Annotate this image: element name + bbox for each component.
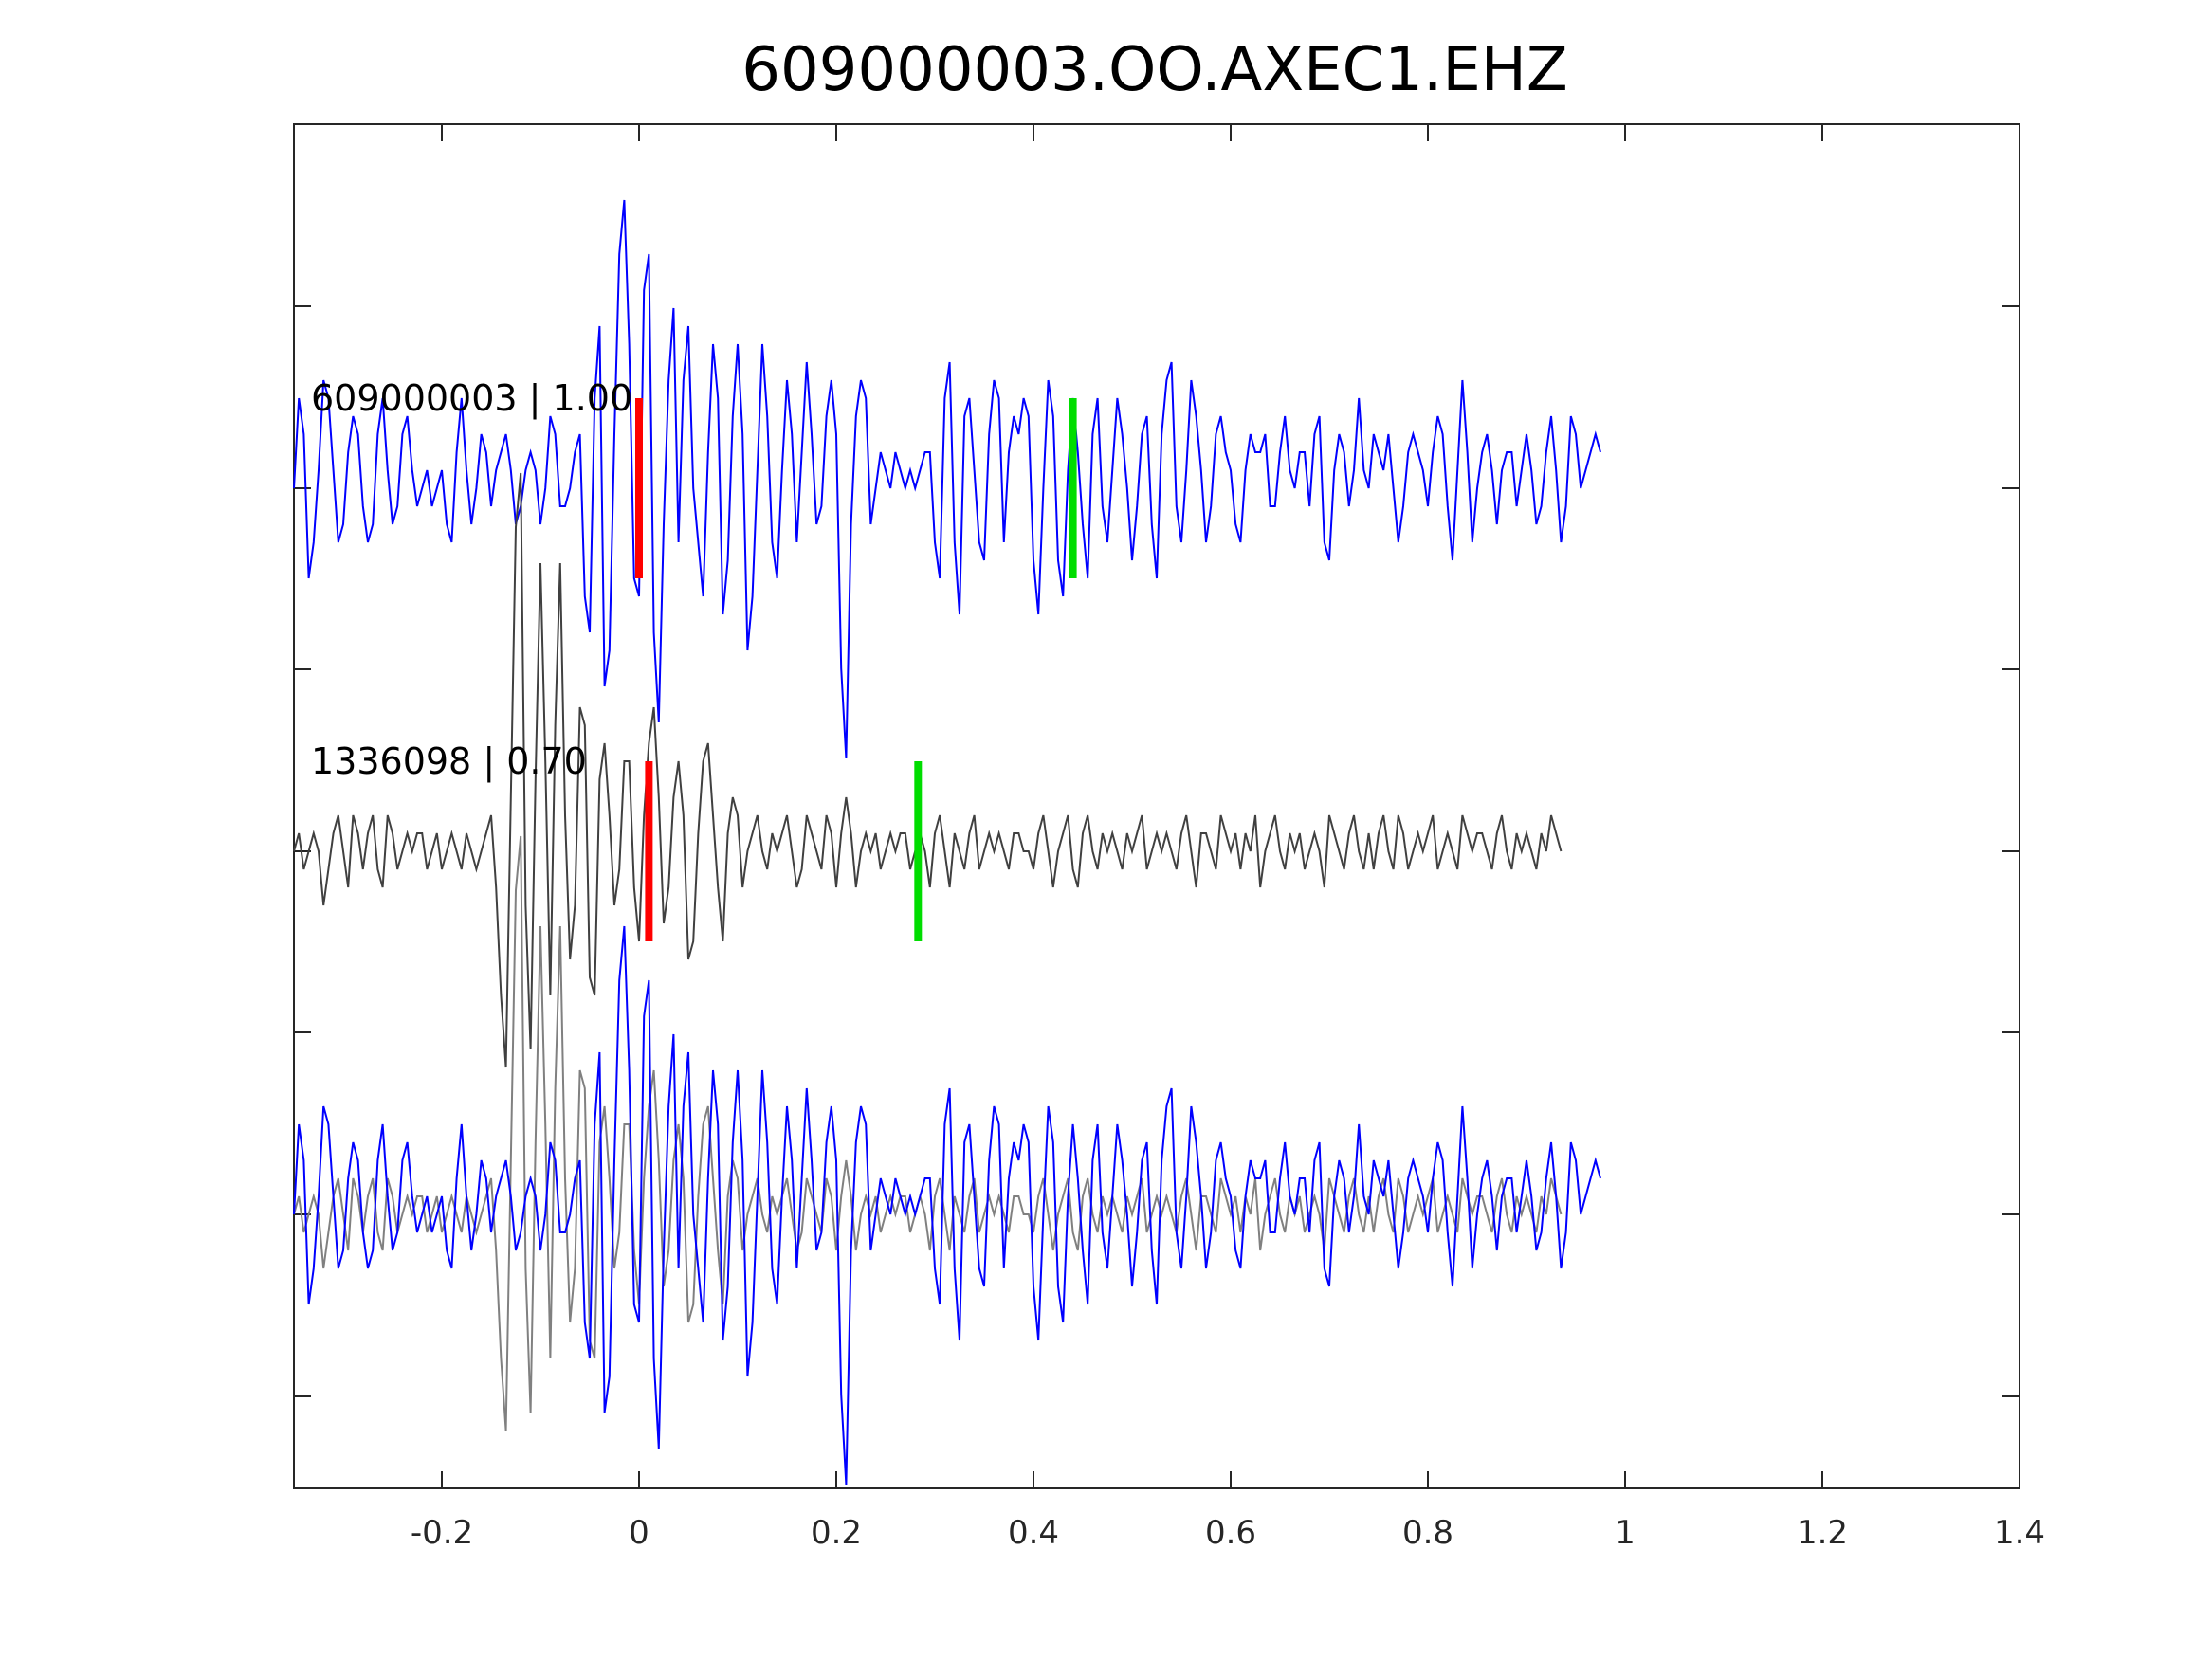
x-tick-label: 1.2: [1797, 1514, 1848, 1552]
x-tick-label: 0.2: [811, 1514, 862, 1552]
traces-group: [293, 199, 1601, 1486]
trace-label-template: 1336098 | 0.70: [311, 740, 587, 783]
x-ticks: -0.2 0 0.2 0.4 0.6 0.8 1 1.2 1.4: [411, 124, 2045, 1552]
trace-label-master: 609000003 | 1.00: [311, 377, 632, 420]
x-tick-label: 1.4: [1994, 1514, 2045, 1552]
x-tick-label: 0.8: [1402, 1514, 1453, 1552]
x-tick-label: 0.4: [1008, 1514, 1059, 1552]
x-tick-label: 0.6: [1205, 1514, 1256, 1552]
series-line-master: [293, 199, 1601, 759]
x-tick-label: 1: [1615, 1514, 1636, 1552]
series-line-overlay-template: [293, 835, 1563, 1431]
x-tick-label: -0.2: [411, 1514, 473, 1552]
x-tick-label: 0: [629, 1514, 649, 1552]
series-line-overlay-master: [293, 925, 1601, 1486]
chart-title: 609000003.OO.AXEC1.EHZ: [741, 35, 1568, 105]
picks-group: [635, 398, 1077, 941]
series-line-template: [293, 472, 1563, 1068]
plot-frame: [293, 123, 2020, 1489]
y-ticks: [294, 305, 2020, 1397]
trace-labels-group: 609000003 | 1.00 1336098 | 0.70: [311, 377, 632, 783]
